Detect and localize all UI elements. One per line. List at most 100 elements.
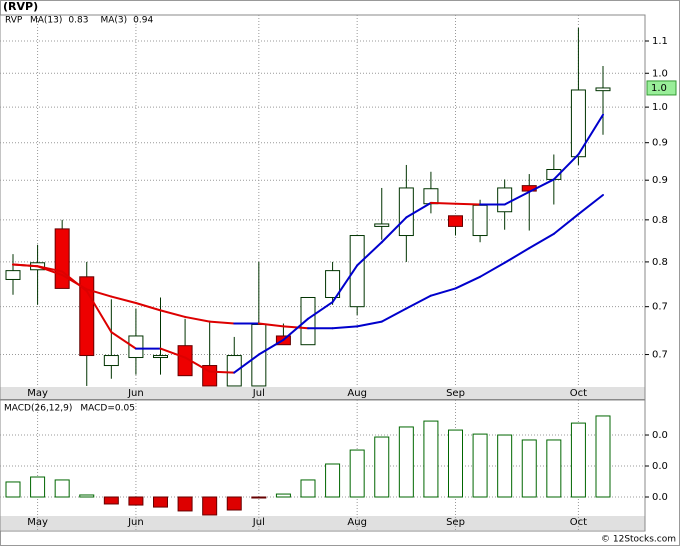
candle-body <box>398 187 414 237</box>
macd-bar <box>448 429 463 498</box>
y-tick-label: 0.8 <box>652 257 668 268</box>
macd-bar <box>546 439 562 498</box>
x-tick-label: Sep <box>446 517 465 528</box>
ma-line <box>380 307 408 323</box>
x-tick-label: Sep <box>446 388 465 399</box>
ma-line <box>184 315 211 323</box>
ma-line <box>454 202 482 206</box>
macd-bar <box>521 439 537 498</box>
ma-line <box>405 294 432 310</box>
legend-name: RVP <box>5 16 23 26</box>
candle-body <box>374 223 390 227</box>
watermark: © 12Stocks.com <box>601 535 676 545</box>
x-tick-label: May <box>27 517 48 528</box>
chart-title: (RVP) <box>3 0 38 13</box>
candle-body <box>103 355 119 367</box>
ma-line <box>134 301 162 312</box>
candle-body <box>325 270 341 298</box>
x-tick-label: Jun <box>127 388 144 399</box>
legend-value: 0.83 <box>68 16 88 26</box>
macd-bar <box>30 476 46 498</box>
candle-body <box>226 355 242 387</box>
ma-line <box>257 338 285 356</box>
ma-line <box>429 201 457 205</box>
macd-bar <box>128 496 144 506</box>
macd-bar <box>595 415 611 498</box>
y-tick-label: 0.7 <box>652 302 668 313</box>
ma-line <box>159 309 187 318</box>
ma-line <box>257 322 285 328</box>
macd-bar <box>79 494 95 498</box>
panel-value: MACD=0.05 <box>80 404 135 414</box>
ma-line <box>577 194 604 216</box>
candle-body <box>570 89 586 158</box>
candle-body <box>300 296 316 346</box>
macd-bar <box>300 479 316 498</box>
ma-line <box>36 265 64 273</box>
ma-line <box>479 261 506 278</box>
candle-body <box>128 335 144 359</box>
y-tick-label: 0.7 <box>652 350 668 361</box>
ma-line <box>528 178 555 193</box>
ma-line <box>85 288 113 298</box>
macd-bar <box>325 463 341 498</box>
ma-line <box>233 353 260 374</box>
legend-value: 0.94 <box>133 16 153 26</box>
y-tick-label: 0.8 <box>652 215 668 226</box>
y-tick-label: 1.1 <box>652 36 668 47</box>
price-panel <box>0 14 646 400</box>
ma-line <box>405 201 432 219</box>
macd-bar <box>472 433 488 498</box>
x-tick-label: Jul <box>252 517 265 528</box>
ma-line <box>503 190 531 206</box>
ma-line <box>356 320 383 328</box>
x-tick-label: Aug <box>347 517 367 528</box>
last-price-box <box>646 80 677 96</box>
macd-panel <box>0 399 646 532</box>
candle-body <box>423 188 439 205</box>
candle-body <box>349 235 365 308</box>
x-tick-label: Jun <box>127 517 144 528</box>
ma-line <box>331 264 359 304</box>
ma-line <box>380 216 408 244</box>
x-tick-label: Oct <box>570 388 587 399</box>
candle-body <box>497 187 513 213</box>
ma-line <box>356 241 383 267</box>
macd-bar <box>275 493 291 498</box>
y-tick-label: 0.0 <box>652 461 668 472</box>
candle-body <box>472 204 488 237</box>
legend-entry: MA(3) <box>100 16 127 26</box>
ma-line <box>331 325 359 330</box>
candle-body <box>153 355 168 359</box>
y-tick-label: 0.9 <box>652 138 668 149</box>
ma-line <box>503 247 531 264</box>
ma-line <box>208 320 236 325</box>
macd-bar <box>570 422 586 498</box>
macd-bar <box>103 496 119 505</box>
candle-body <box>5 270 21 280</box>
y-tick-label: 0.9 <box>652 175 668 186</box>
macd-bar <box>177 496 193 512</box>
macd-bar <box>54 479 70 498</box>
macd-bar <box>374 436 390 498</box>
ma-line <box>85 290 113 334</box>
ma-line <box>429 287 457 297</box>
macd-bar <box>398 426 414 498</box>
date-strip <box>0 387 645 399</box>
ma-line <box>110 331 137 350</box>
macd-bar <box>251 496 267 499</box>
ma-line <box>577 113 604 156</box>
date-strip <box>0 516 645 530</box>
y-tick-label: 0.0 <box>652 492 668 503</box>
ma-line <box>282 317 309 341</box>
plot-layer: 1.1 1.0 1.0 0.9 0.9 0.8 0.8 0.7 0.7 May Jun Jul Aug S… <box>0 15 677 530</box>
candle-body <box>54 228 70 289</box>
ma-line <box>159 347 187 359</box>
ma-line <box>307 301 334 320</box>
macd-bar <box>153 496 168 508</box>
ma-line <box>552 213 580 235</box>
macd-bar <box>349 449 365 498</box>
ma-line <box>552 153 580 181</box>
macd-bar <box>497 434 513 498</box>
